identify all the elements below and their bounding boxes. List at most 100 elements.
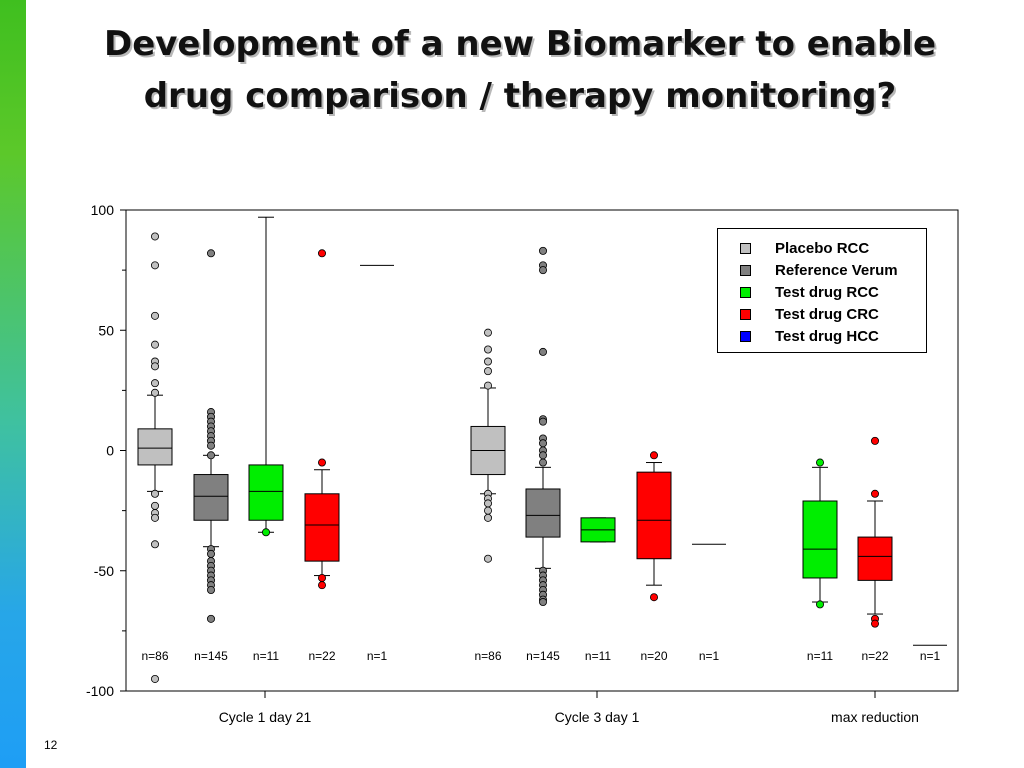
sample-size-label: n=86 <box>474 649 501 663</box>
sample-size-label: n=11 <box>253 649 279 663</box>
slide-title: Development of a new Biomarker to enable… <box>103 24 937 116</box>
outlier-point <box>150 513 159 522</box>
sample-size-labels: n=86 n=145 n=11 n=22 n=1 n=86 n=145 n=11 n=20 n=1… <box>141 649 940 663</box>
legend-item-test-drug-rcc: Test drug RCC <box>740 281 926 303</box>
box-placebo-rcc <box>137 232 173 683</box>
outlier-point <box>483 381 492 390</box>
outlier-point <box>206 451 215 460</box>
outlier-point <box>483 367 492 376</box>
iqr-box <box>193 474 229 521</box>
outlier-point <box>206 441 215 450</box>
outlier-point <box>871 489 880 498</box>
outlier-point <box>206 249 215 258</box>
y-tick-label: 0 <box>106 443 114 459</box>
outlier-point <box>816 458 825 467</box>
sample-size-label: n=1 <box>367 649 388 663</box>
sample-size-label: n=1 <box>920 649 941 663</box>
outlier-point <box>150 501 159 510</box>
legend-swatch <box>740 286 751 298</box>
outlier-point <box>150 674 159 683</box>
sample-size-label: n=22 <box>308 649 335 663</box>
sample-size-label: n=145 <box>526 649 560 663</box>
sample-size-label: n=20 <box>640 649 667 663</box>
legend-swatch <box>740 264 751 276</box>
outlier-point <box>539 347 548 356</box>
iqr-box <box>857 536 893 581</box>
box-test-drug-crc <box>636 451 672 602</box>
iqr-box <box>248 464 284 521</box>
outlier-point <box>317 573 326 582</box>
box-test-drug-rcc <box>802 458 838 609</box>
outlier-point <box>871 436 880 445</box>
outlier-point <box>317 458 326 467</box>
outlier-point <box>206 585 215 594</box>
legend-swatch <box>740 242 751 254</box>
y-tick-label: -50 <box>94 563 114 579</box>
slide-number: 12 <box>44 738 58 752</box>
y-tick-label: 100 <box>91 202 115 218</box>
outlier-point <box>483 345 492 354</box>
outlier-point <box>539 598 548 607</box>
chart-legend: Placebo RCC Reference Verum Test drug RC… <box>717 228 927 353</box>
x-tick-label: max reduction <box>831 709 919 725</box>
legend-item-test-drug-hcc: Test drug HCC <box>740 325 926 347</box>
x-axis: Cycle 1 day 21 Cycle 3 day 1 max reduction <box>219 691 919 725</box>
y-axis: 100 50 0 -50 -100 <box>86 202 126 699</box>
x-tick-label: Cycle 3 day 1 <box>555 709 640 725</box>
outlier-point <box>539 266 548 275</box>
sample-size-label: n=11 <box>585 649 611 663</box>
legend-item-reference-verum: Reference Verum <box>740 259 926 281</box>
box-reference-verum <box>525 246 561 607</box>
iqr-box <box>137 428 173 466</box>
outlier-point <box>150 340 159 349</box>
outlier-point <box>150 232 159 241</box>
legend-label: Reference Verum <box>775 261 898 279</box>
outlier-point <box>483 506 492 515</box>
sample-size-label: n=11 <box>807 649 833 663</box>
outlier-point <box>483 554 492 563</box>
outlier-point <box>539 451 548 460</box>
outlier-point <box>150 311 159 320</box>
outlier-point <box>317 581 326 590</box>
x-tick-label: Cycle 1 day 21 <box>219 709 312 725</box>
y-tick-label: -100 <box>86 683 114 699</box>
legend-label: Placebo RCC <box>775 239 870 257</box>
sample-size-label: n=86 <box>141 649 168 663</box>
outlier-point <box>150 489 159 498</box>
box-reference-verum <box>193 249 229 623</box>
iqr-box <box>304 493 340 562</box>
outlier-point <box>539 417 548 426</box>
outlier-point <box>261 528 270 537</box>
outlier-point <box>539 246 548 255</box>
outlier-point <box>816 600 825 609</box>
outlier-point <box>483 499 492 508</box>
outlier-point <box>483 357 492 366</box>
outlier-point <box>539 458 548 467</box>
iqr-box <box>636 471 672 560</box>
outlier-point <box>150 388 159 397</box>
outlier-point <box>650 593 659 602</box>
outlier-point <box>206 549 215 558</box>
outlier-point <box>206 614 215 623</box>
outlier-point <box>483 328 492 337</box>
box-test-drug-crc <box>304 249 340 590</box>
legend-label: Test drug CRC <box>775 305 879 323</box>
outlier-point <box>150 362 159 371</box>
outlier-point <box>150 540 159 549</box>
sample-size-label: n=145 <box>194 649 228 663</box>
outlier-point <box>539 439 548 448</box>
outlier-point <box>650 451 659 460</box>
outlier-point <box>150 379 159 388</box>
box-test-drug-rcc <box>580 517 616 543</box>
y-tick-label: 50 <box>98 322 114 338</box>
legend-swatch <box>740 330 751 342</box>
boxes-layer <box>137 216 947 683</box>
box-test-drug-rcc <box>248 216 284 537</box>
outlier-point <box>317 249 326 258</box>
outlier-point <box>150 261 159 270</box>
sample-size-label: n=22 <box>861 649 888 663</box>
iqr-box <box>525 488 561 538</box>
legend-item-test-drug-crc: Test drug CRC <box>740 303 926 325</box>
legend-swatch <box>740 308 751 320</box>
